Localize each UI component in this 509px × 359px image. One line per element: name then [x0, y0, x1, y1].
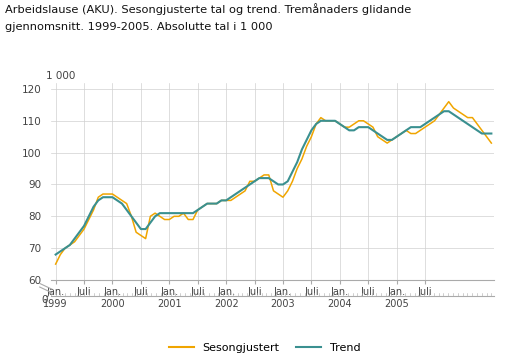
Sesongjustert	[124, 201, 130, 206]
Trend	[270, 179, 276, 183]
Trend	[399, 131, 405, 136]
Sesongjustert	[446, 99, 452, 104]
Trend	[124, 208, 130, 212]
Sesongjustert	[270, 189, 276, 193]
Line: Sesongjustert: Sesongjustert	[55, 102, 491, 264]
Trend	[441, 109, 447, 113]
Trend	[356, 125, 362, 129]
Sesongjustert	[143, 237, 149, 241]
Text: Arbeidslause (AKU). Sesongjusterte tal og trend. Tremånaders glidande: Arbeidslause (AKU). Sesongjusterte tal o…	[5, 4, 411, 15]
Sesongjustert	[399, 131, 405, 136]
Text: gjennomsnitt. 1999-2005. Absolutte tal i 1 000: gjennomsnitt. 1999-2005. Absolutte tal i…	[5, 22, 273, 32]
Trend	[488, 131, 494, 136]
Trend	[109, 195, 116, 199]
Line: Trend: Trend	[55, 111, 491, 255]
Sesongjustert	[52, 262, 59, 266]
Legend: Sesongjustert, Trend: Sesongjustert, Trend	[169, 343, 360, 354]
Text: 0: 0	[42, 295, 48, 305]
Trend	[52, 252, 59, 257]
Text: 1 000: 1 000	[46, 71, 76, 81]
Sesongjustert	[109, 192, 116, 196]
Sesongjustert	[356, 118, 362, 123]
Sesongjustert	[488, 141, 494, 145]
Trend	[143, 227, 149, 231]
